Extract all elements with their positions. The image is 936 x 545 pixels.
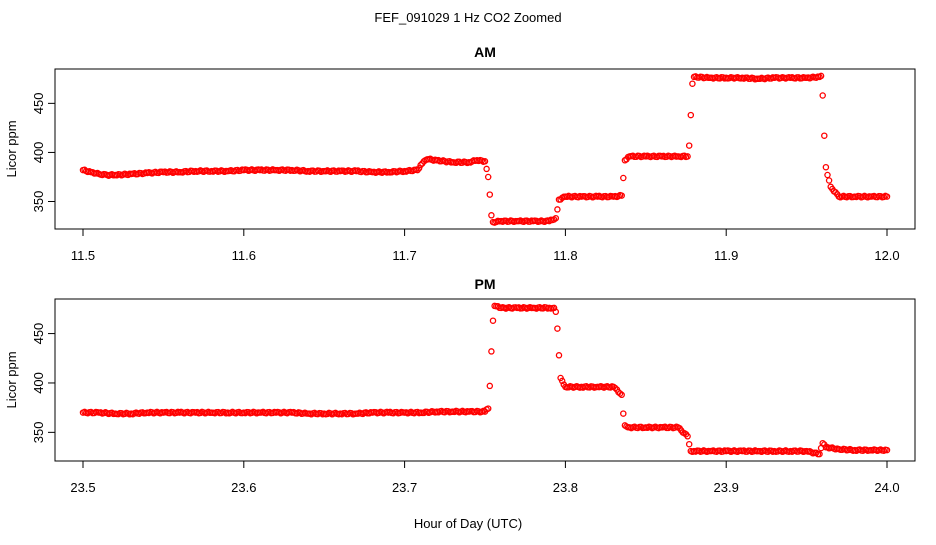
pm-points — [79, 302, 891, 458]
am-y-tick-label: 400 — [31, 142, 46, 164]
am-x-tick-label: 11.7 — [392, 248, 416, 263]
am-x-tick-label: 11.8 — [553, 248, 577, 263]
pm-data-point — [816, 450, 823, 458]
pm-x-tick-label: 23.6 — [231, 480, 256, 495]
am-data-point — [685, 142, 693, 149]
am-points — [79, 72, 891, 226]
pm-data-point — [685, 440, 693, 448]
am-x-tick-label: 12.0 — [874, 248, 899, 263]
figure-title: FEF_091029 1 Hz CO2 Zoomed — [374, 10, 561, 25]
am-x-tick-label: 11.5 — [71, 248, 95, 263]
am-data-point — [552, 214, 560, 222]
am-data-point — [417, 161, 424, 169]
am-data-point — [822, 163, 830, 171]
am-data-point — [488, 212, 495, 219]
pm-x-tick-label: 23.5 — [70, 480, 95, 495]
am-data-point — [481, 158, 489, 165]
pm-x-tick-label: 23.8 — [553, 480, 578, 495]
pm-data-point — [552, 308, 560, 316]
am-data-point — [819, 92, 826, 99]
am-data-point — [486, 191, 494, 198]
pm-plot-frame — [54, 298, 916, 462]
am-data-point — [554, 206, 561, 213]
pm-data-point — [684, 433, 691, 440]
pm-data-point — [554, 325, 561, 332]
am-plot-frame — [54, 68, 916, 230]
am-data-point — [684, 153, 691, 160]
am-data-point — [883, 193, 891, 200]
am-data-point — [484, 173, 492, 181]
pm-data-point — [558, 377, 566, 385]
pm-data-point — [616, 390, 624, 397]
pm-panel-title: PM — [475, 276, 496, 292]
am-data-point — [620, 174, 627, 182]
pm-y-axis-label: Licor ppm — [4, 351, 19, 408]
pm-data-point — [611, 384, 619, 392]
am-x-tick-label: 11.9 — [714, 248, 738, 263]
am-data-point — [824, 171, 831, 179]
pm-data-point — [618, 391, 625, 399]
am-panel-title: AM — [474, 44, 496, 60]
pm-data-point — [620, 410, 627, 417]
am-data-point — [821, 132, 828, 139]
am-data-point — [687, 111, 695, 119]
am-y-tick-label: 350 — [31, 191, 46, 213]
am-data-point — [825, 177, 833, 184]
pm-data-point — [484, 405, 492, 412]
am-axes: 11.5 11.6 11.7 11.8 11.9 12.0 350 400 450 — [31, 93, 900, 263]
pm-y-tick-label: 450 — [31, 323, 46, 345]
am-panel: AM Licor ppm 11.5 11.6 11.7 11.8 11.9 12.0 350… — [4, 44, 916, 263]
pm-data-point — [819, 439, 826, 447]
am-x-tick-label: 11.6 — [232, 248, 256, 263]
x-axis-label: Hour of Day (UTC) — [414, 516, 522, 531]
am-data-point — [483, 165, 490, 173]
pm-x-tick-label: 23.7 — [392, 480, 417, 495]
pm-panel: PM Licor ppm 23.5 23.6 23.7 23.8 23.9 24.0 350… — [4, 276, 916, 495]
pm-x-tick-label: 24.0 — [874, 480, 899, 495]
pm-x-tick-label: 23.9 — [714, 480, 739, 495]
pm-data-point — [883, 446, 891, 454]
pm-axes: 23.5 23.6 23.7 23.8 23.9 24.0 350 400 450 — [31, 323, 900, 495]
pm-data-point — [486, 382, 494, 390]
am-y-tick-label: 450 — [31, 93, 46, 115]
am-data-point — [689, 80, 696, 87]
pm-data-point — [555, 352, 563, 359]
am-y-axis-label: Licor ppm — [4, 120, 19, 177]
pm-data-point — [489, 317, 497, 324]
am-data-point — [817, 72, 825, 80]
am-data-point — [618, 192, 625, 199]
am-data-point — [415, 164, 423, 172]
pm-y-tick-label: 350 — [31, 422, 46, 444]
pm-data-point — [488, 348, 495, 355]
pm-y-tick-label: 400 — [31, 372, 46, 394]
